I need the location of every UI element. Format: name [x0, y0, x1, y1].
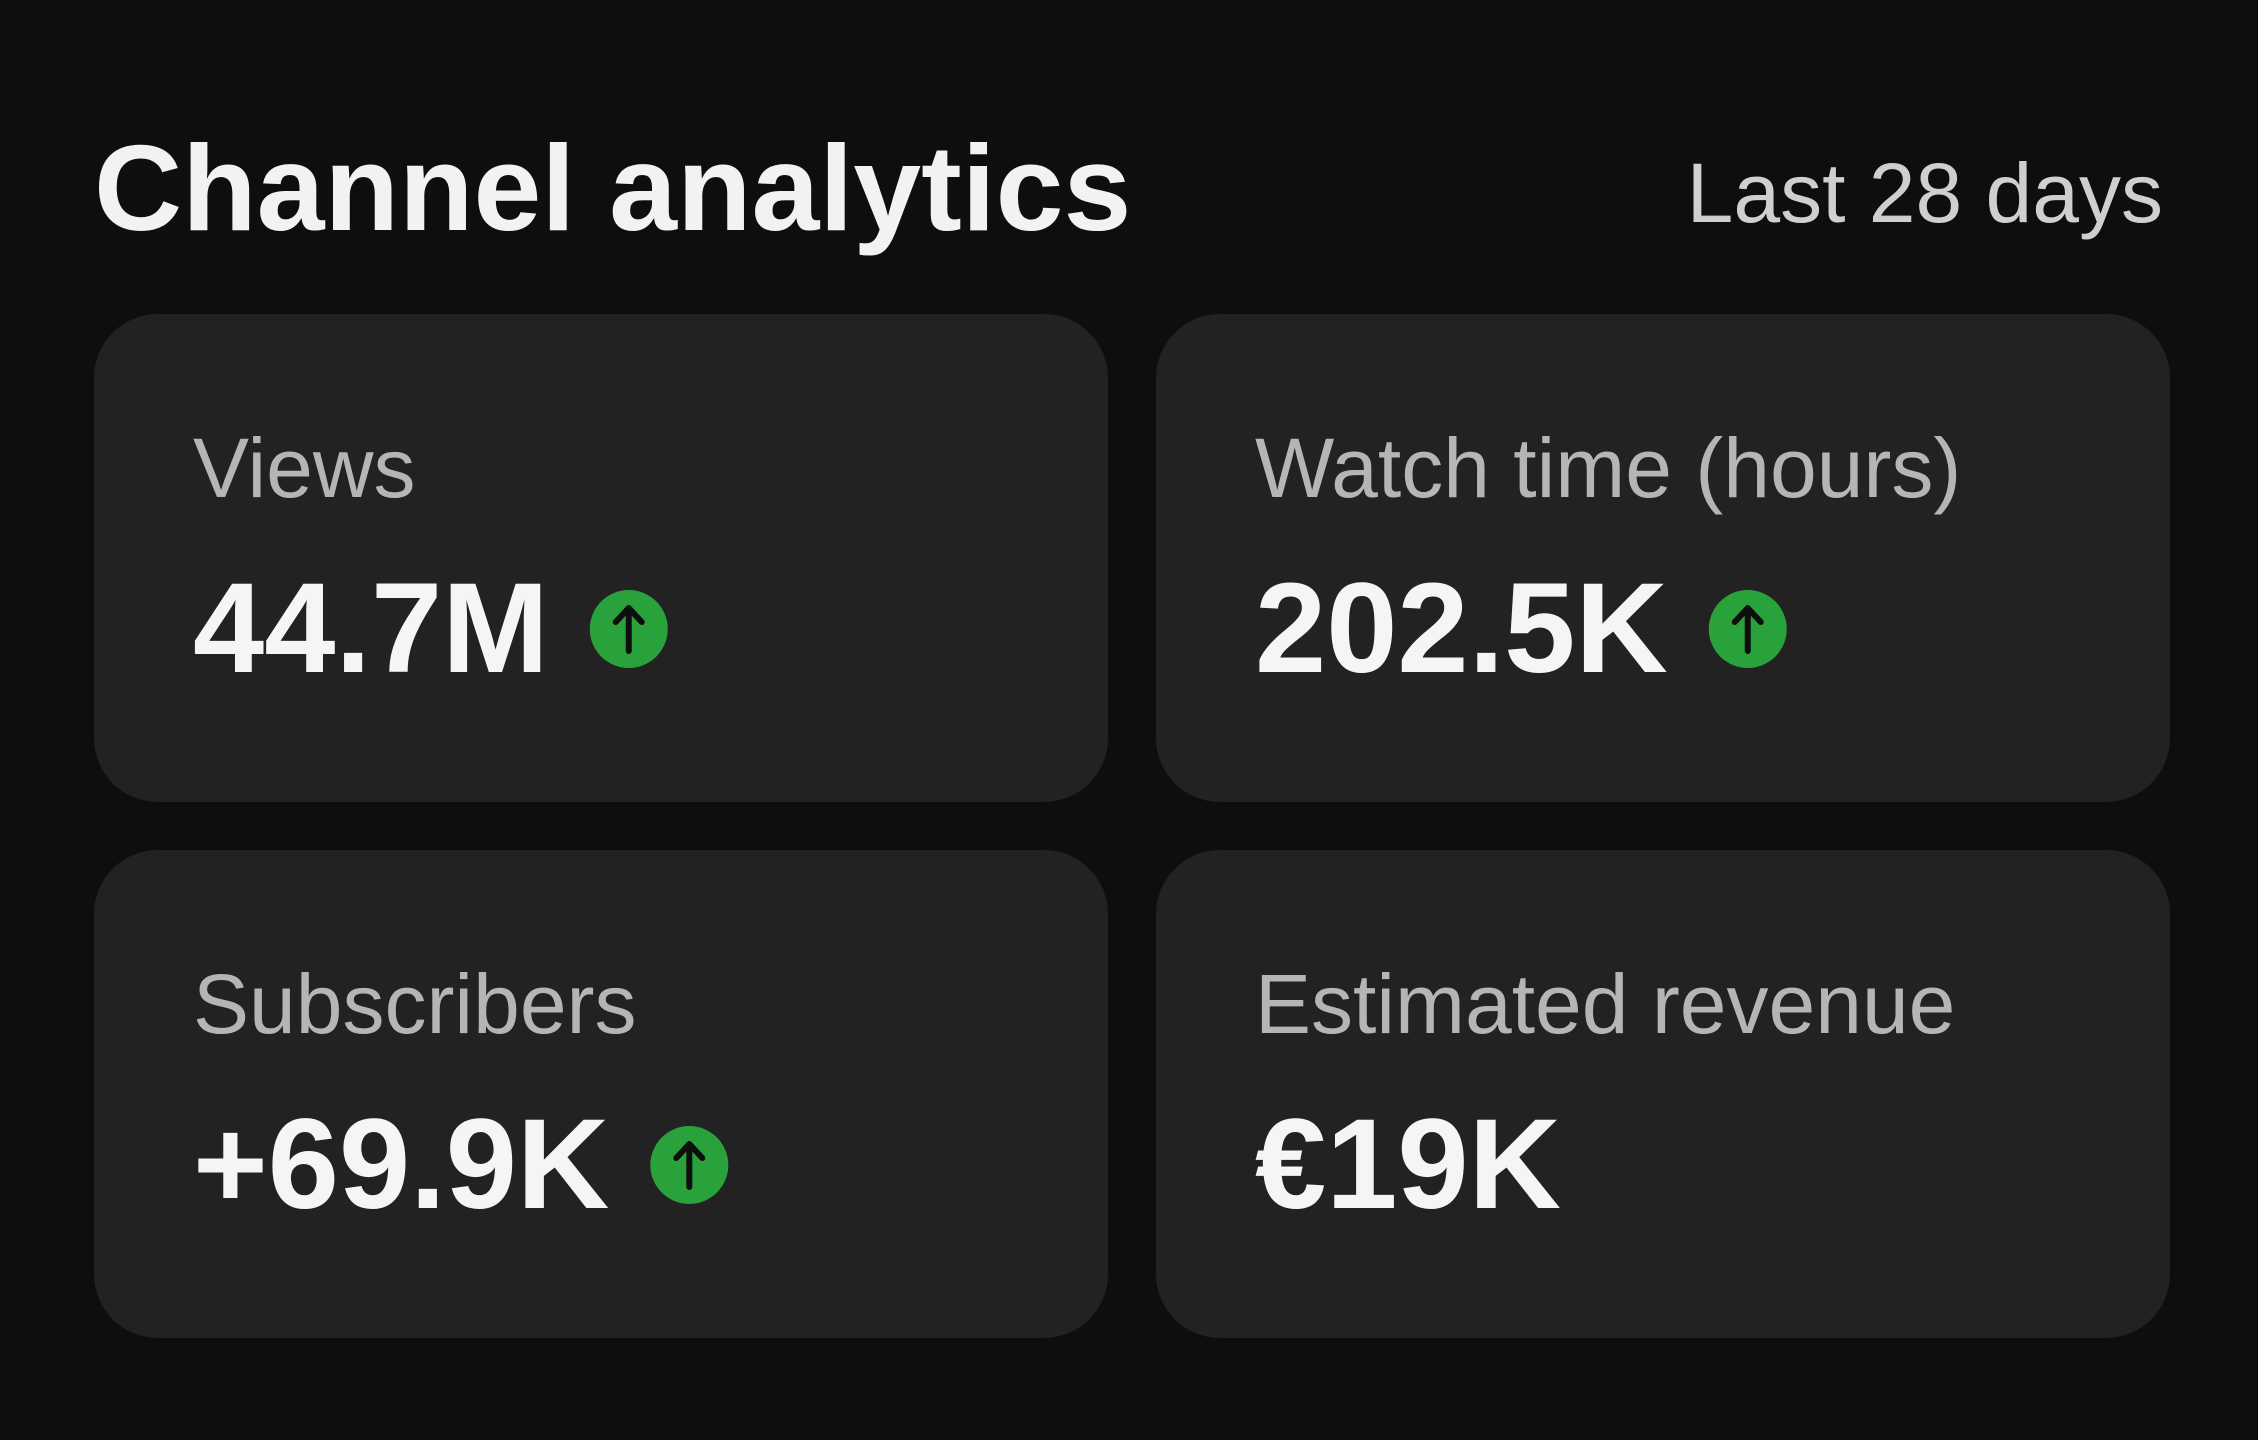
metric-card[interactable]: Views 44.7M [94, 314, 1108, 802]
metric-value: 44.7M [193, 557, 549, 700]
card-background [1156, 850, 2170, 1338]
card-background [94, 850, 1108, 1338]
cards: Views 44.7M Watch time (hours) 202.5K Subscr… [94, 314, 2170, 1338]
metric-label: Estimated revenue [1255, 957, 1955, 1051]
trend-arrow [1731, 605, 1764, 654]
metric-label: Subscribers [193, 957, 637, 1051]
trend-arrow [673, 1141, 706, 1190]
metric-card[interactable]: Watch time (hours) 202.5K [1156, 314, 2170, 802]
trend-arrow [612, 605, 645, 654]
trend-up-icon [589, 590, 668, 668]
title: Channel analytics [94, 120, 1131, 256]
card-background [94, 314, 1108, 802]
metric-card[interactable]: Estimated revenue €19K [1156, 850, 2170, 1338]
metric-value: 202.5K [1255, 557, 1668, 700]
metric-value: €19K [1255, 1093, 1561, 1236]
trend-up-icon [650, 1126, 729, 1204]
card-background [1156, 314, 2170, 802]
metric-card[interactable]: Subscribers +69.9K [94, 850, 1108, 1338]
metric-label: Watch time (hours) [1255, 421, 1961, 515]
trend-up-icon [1708, 590, 1787, 668]
metric-value: +69.9K [193, 1093, 609, 1236]
period-selector[interactable]: Last 28 days [1687, 146, 2163, 240]
metric-label: Views [193, 421, 416, 515]
